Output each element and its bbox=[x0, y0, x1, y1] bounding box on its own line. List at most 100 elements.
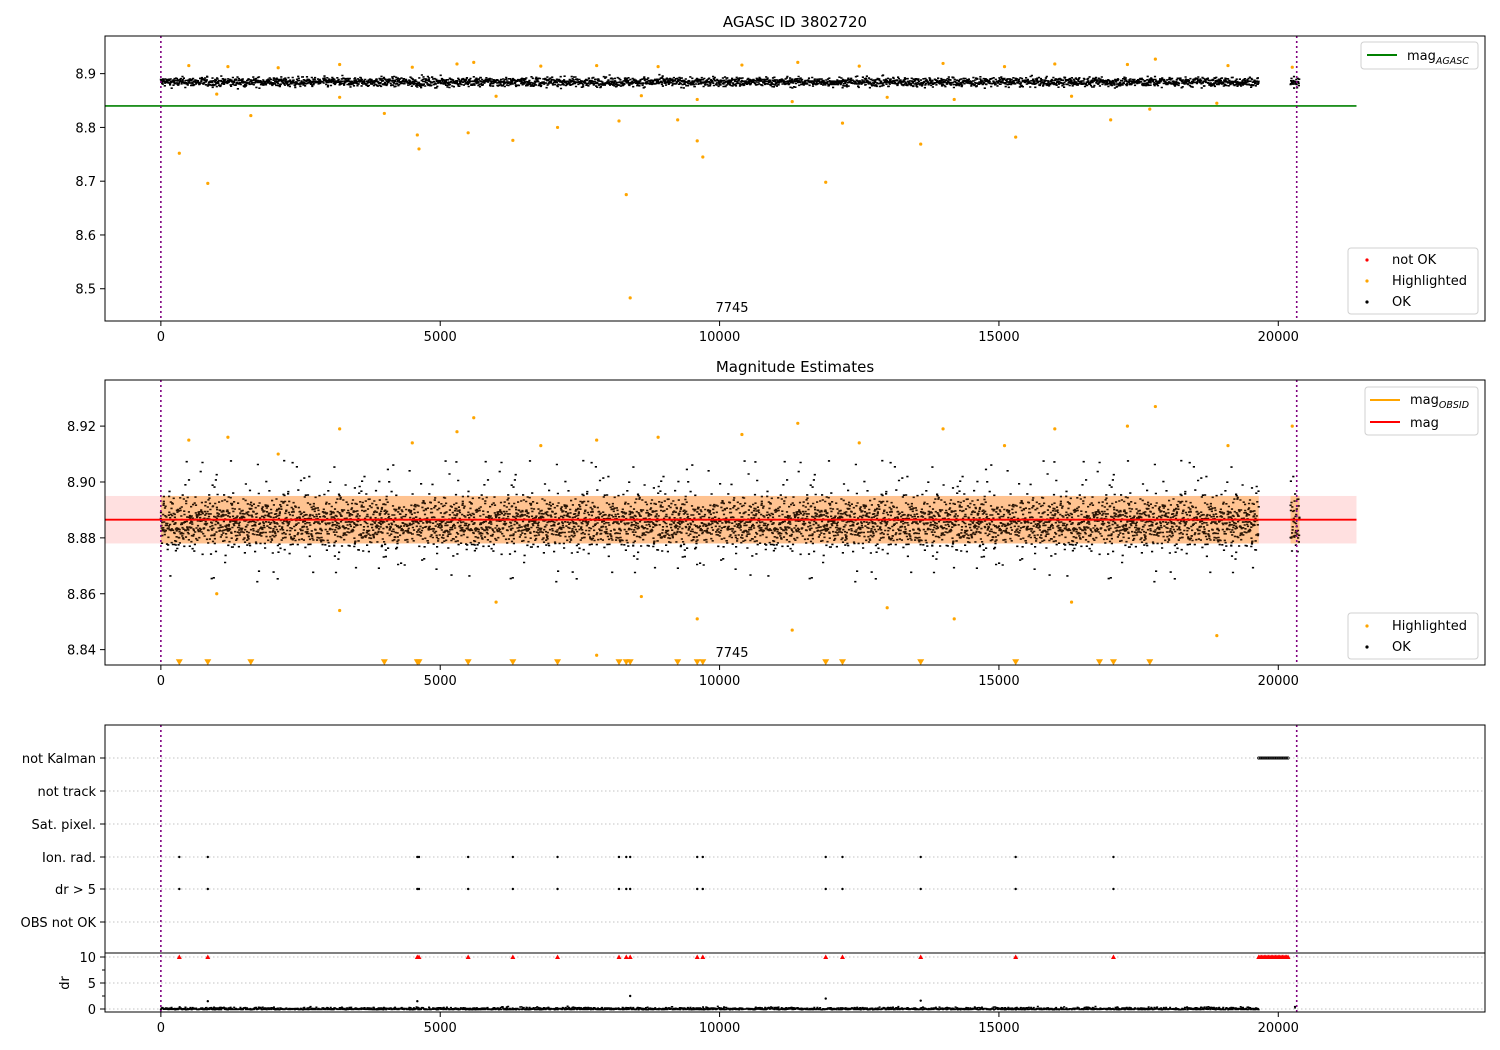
flag-point bbox=[1262, 756, 1266, 760]
legend-highlighted-label: Highlighted bbox=[1392, 274, 1467, 289]
highlighted-offscale-marker bbox=[415, 659, 423, 665]
flag-point bbox=[1112, 887, 1115, 891]
highlighted-offscale-marker bbox=[247, 659, 255, 665]
flag-point bbox=[466, 855, 470, 859]
highlighted-point bbox=[417, 147, 421, 151]
flag-point bbox=[617, 887, 621, 891]
y-tick-label: 8.86 bbox=[67, 588, 96, 603]
highlighted-point bbox=[187, 438, 191, 442]
y-tick-label: 8.8 bbox=[75, 121, 96, 136]
flag-point bbox=[416, 855, 419, 859]
highlighted-point bbox=[539, 444, 543, 448]
flag-point bbox=[206, 855, 210, 859]
magnitude-panel-axes: 0 5000 10000 15000 20000 8.84 8.86 8.88 8.90 8.92 bbox=[67, 420, 1299, 689]
flag-point bbox=[1257, 756, 1261, 760]
highlighted-point bbox=[1290, 65, 1294, 69]
y-tick-label: 8.88 bbox=[67, 532, 96, 547]
dr-capped-marker bbox=[700, 954, 706, 959]
highlighted-offscale-marker bbox=[1012, 659, 1020, 665]
flag-label: Sat. pixel. bbox=[32, 818, 96, 833]
highlighted-point bbox=[639, 594, 643, 599]
highlighted-point bbox=[511, 138, 515, 142]
highlighted-offscale-marker bbox=[554, 659, 562, 665]
highlighted-point bbox=[1002, 444, 1007, 448]
highlighted-offscale-marker bbox=[1095, 659, 1103, 665]
dr-outlier bbox=[416, 1000, 419, 1003]
highlighted-point bbox=[595, 653, 599, 657]
x-tick-label: 5000 bbox=[424, 330, 457, 345]
flag-point bbox=[1268, 756, 1272, 760]
highlighted-point bbox=[1002, 65, 1007, 69]
dr-capped-marker bbox=[510, 954, 516, 959]
ok-points bbox=[159, 459, 1301, 583]
flag-point bbox=[511, 855, 515, 859]
flag-point bbox=[1264, 756, 1268, 760]
dr-points bbox=[159, 1005, 1260, 1011]
dr-capped-marker bbox=[205, 954, 211, 959]
highlighted-offscale-marker bbox=[1109, 659, 1117, 665]
flag-point bbox=[824, 855, 827, 859]
highlighted-point bbox=[1125, 62, 1130, 67]
flag-point bbox=[617, 855, 621, 859]
flag-point bbox=[696, 887, 699, 891]
highlighted-point bbox=[857, 64, 861, 68]
highlighted-point bbox=[941, 61, 945, 66]
highlighted-point bbox=[215, 92, 219, 96]
flag-point bbox=[841, 855, 844, 859]
highlighted-offscale-marker bbox=[615, 659, 623, 665]
flag-point bbox=[1286, 756, 1290, 760]
flag-point bbox=[556, 887, 559, 891]
highlighted-point bbox=[1153, 57, 1157, 61]
highlighted-point bbox=[790, 628, 794, 632]
highlighted-point bbox=[206, 181, 210, 185]
highlighted-point bbox=[656, 65, 660, 69]
flag-point bbox=[417, 855, 421, 859]
y-tick-label: 8.6 bbox=[75, 229, 96, 244]
x-tick-label: 15000 bbox=[978, 330, 1019, 345]
flag-point bbox=[1259, 756, 1264, 760]
agasc-bottom-legend: not OK Highlighted OK bbox=[1347, 247, 1479, 315]
flag-point bbox=[625, 887, 628, 891]
highlighted-point bbox=[617, 119, 621, 123]
flag-point bbox=[696, 855, 699, 859]
highlighted-offscale-marker bbox=[822, 659, 830, 665]
highlighted-point bbox=[466, 131, 470, 135]
dr-axis-label: dr bbox=[58, 976, 73, 990]
x-tick-label: 15000 bbox=[978, 1021, 1019, 1036]
highlighted-point bbox=[1014, 135, 1018, 139]
highlighted-point bbox=[595, 438, 599, 442]
flag-label: dr > 5 bbox=[55, 883, 96, 898]
flag-point bbox=[1258, 756, 1262, 760]
flag-point bbox=[511, 887, 515, 891]
highlighted-offscale-marker bbox=[626, 659, 634, 665]
flags-panel-frame bbox=[104, 724, 1486, 1013]
dr-tick-label: 5 bbox=[88, 977, 96, 992]
x-tick-label: 5000 bbox=[424, 674, 457, 689]
agasc-panel-annotation: 7745 bbox=[715, 301, 748, 316]
highlighted-point bbox=[952, 97, 956, 102]
highlighted-point bbox=[824, 180, 828, 184]
flag-point bbox=[701, 855, 705, 859]
dr-capped-marker bbox=[176, 954, 182, 959]
legend-ok-marker bbox=[1365, 300, 1369, 304]
flag-point bbox=[1276, 756, 1280, 760]
flag-point bbox=[1279, 756, 1283, 760]
flag-point bbox=[1271, 756, 1275, 760]
legend-highlighted-label: Highlighted bbox=[1392, 619, 1467, 634]
highlighted-offscale-marker bbox=[699, 659, 707, 665]
dr-capped-marker bbox=[465, 954, 471, 959]
flag-point bbox=[625, 855, 628, 859]
dr-outlier bbox=[824, 997, 827, 1000]
highlighted-point bbox=[1069, 600, 1074, 604]
highlighted-point bbox=[226, 435, 230, 439]
highlighted-point bbox=[338, 62, 342, 67]
flag-label: Ion. rad. bbox=[42, 851, 96, 866]
flags-panel-data bbox=[159, 725, 1298, 1012]
flag-point bbox=[178, 887, 181, 891]
highlighted-point bbox=[1053, 62, 1057, 66]
agasc-panel-title: AGASC ID 3802720 bbox=[723, 13, 867, 31]
highlighted-point bbox=[1109, 118, 1113, 122]
highlighted-point bbox=[952, 617, 956, 621]
x-tick-label: 5000 bbox=[424, 1021, 457, 1036]
x-tick-label: 0 bbox=[157, 674, 165, 689]
